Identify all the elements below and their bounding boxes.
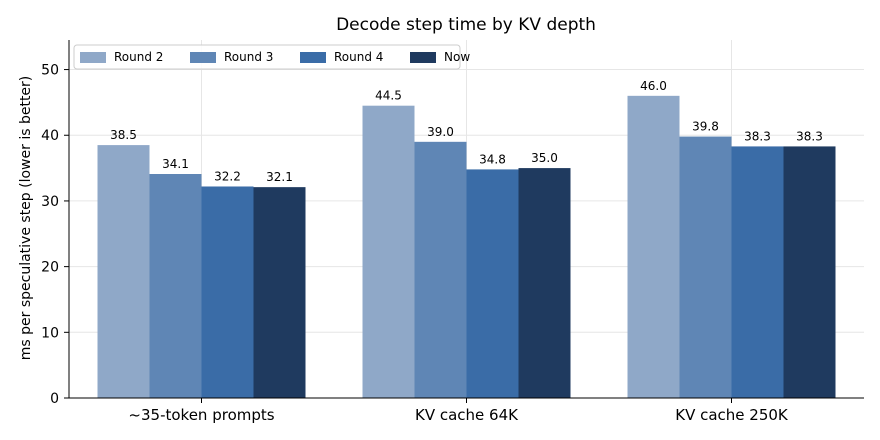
y-tick-label: 50 — [41, 63, 59, 79]
legend-label: Round 3 — [224, 50, 273, 64]
bar-value-label: 38.3 — [796, 129, 823, 143]
bar-value-label: 35.0 — [531, 151, 558, 165]
axes: 0 10 20 30 40 50 ~35-token prompts KV cache 64K… — [41, 40, 864, 424]
bar — [518, 168, 571, 398]
bar-value-label: 38.3 — [744, 129, 771, 143]
y-tick-label: 10 — [41, 325, 59, 341]
bar — [362, 105, 415, 398]
bar — [679, 136, 732, 398]
bar-value-label: 34.8 — [479, 152, 506, 166]
bar-value-label: 44.5 — [375, 89, 402, 103]
legend-swatch — [410, 52, 436, 63]
legend: Round 2 Round 3 Round 4 Now — [73, 44, 470, 70]
bar — [466, 169, 519, 398]
bar — [627, 95, 680, 398]
bar — [731, 146, 784, 398]
bar — [97, 145, 150, 398]
x-tick-label: ~35-token prompts — [128, 406, 274, 424]
bar-value-label: 39.8 — [692, 120, 719, 134]
y-axis-label: ms per speculative step (lower is better… — [18, 76, 34, 361]
legend-swatch — [190, 52, 216, 63]
legend-label: Round 2 — [114, 50, 163, 64]
bar-value-label: 32.2 — [214, 169, 241, 183]
y-tick-label: 40 — [41, 128, 59, 144]
legend-swatch — [80, 52, 106, 63]
bar-value-label: 39.0 — [427, 125, 454, 139]
bar-value-label: 34.1 — [162, 157, 189, 171]
bar — [201, 186, 254, 398]
bar-value-label: 46.0 — [640, 79, 667, 93]
x-tick-label: KV cache 64K — [415, 406, 519, 424]
bar — [414, 141, 467, 398]
y-tick-label: 20 — [41, 260, 59, 276]
bars — [97, 95, 836, 398]
chart-title: Decode step time by KV depth — [336, 15, 596, 35]
y-tick-label: 0 — [50, 391, 59, 407]
bar — [783, 146, 836, 398]
bar — [149, 174, 202, 398]
bar-value-label: 38.5 — [110, 128, 137, 142]
y-tick-label: 30 — [41, 194, 59, 210]
bar-value-label: 32.1 — [266, 170, 293, 184]
legend-swatch — [300, 52, 326, 63]
value-labels: 38.5 34.1 32.2 32.1 44.5 39.0 34.8 35.0 46.0 39.8… — [110, 79, 823, 184]
x-tick-label: KV cache 250K — [675, 406, 789, 424]
legend-label: Round 4 — [334, 50, 383, 64]
legend-label: Now — [444, 50, 470, 64]
bar — [253, 187, 306, 398]
legend-box — [73, 44, 461, 70]
